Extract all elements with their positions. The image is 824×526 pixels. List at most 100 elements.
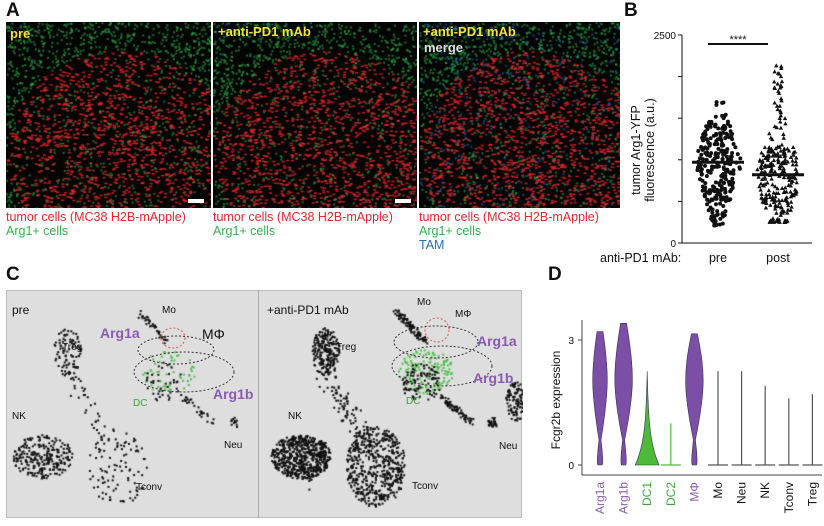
x-tick-label-DC1: DC1 <box>640 482 654 506</box>
data-point-post <box>765 155 771 160</box>
data-point-post <box>770 216 776 221</box>
caption-tumor-cells: tumor cells (MC38 H2B-mApple) <box>6 210 186 224</box>
arg1a-outline <box>137 335 215 365</box>
cluster-outlines <box>133 317 493 393</box>
scale-bar <box>188 199 204 203</box>
caption-arg1-cells: Arg1+ cells <box>419 224 482 238</box>
violin-DC1 <box>634 371 660 466</box>
data-point-post <box>777 144 782 149</box>
data-point-post <box>793 189 799 194</box>
data-point-post <box>774 210 779 215</box>
x-tick-label-Neu: Neu <box>735 482 749 504</box>
data-point-pre <box>712 216 717 221</box>
y-tick-label: 0 <box>568 461 574 472</box>
data-point-post <box>759 191 764 196</box>
cluster-label-neu: Neu <box>499 441 518 452</box>
arg1b-outline <box>133 351 235 393</box>
data-point-pre <box>721 130 726 135</box>
data-point-post <box>793 191 799 196</box>
data-point-pre <box>709 216 714 221</box>
data-point-pre <box>705 197 710 202</box>
data-point-post <box>774 103 780 108</box>
data-point-post <box>769 176 774 181</box>
tsne-panel <box>6 290 523 519</box>
data-point-post <box>775 153 781 158</box>
data-point-post <box>778 110 784 115</box>
data-point-post <box>757 184 762 189</box>
data-point-post <box>776 88 781 93</box>
cluster-label-mo: Mo <box>417 297 431 308</box>
data-point-pre <box>718 201 723 206</box>
data-point-pre <box>702 185 707 190</box>
data-point-post <box>762 174 767 179</box>
cluster-label-tconv: Tconv <box>412 481 439 492</box>
data-point-pre <box>726 119 731 124</box>
panel-label-a: A <box>6 0 20 21</box>
y-axis-label: Fcgr2b expression <box>549 351 563 450</box>
data-point-pre <box>720 211 725 216</box>
data-point-post <box>778 212 783 217</box>
data-point-post <box>789 204 794 209</box>
data-point-post <box>781 175 787 180</box>
data-point-pre <box>710 197 715 202</box>
caption-arg1-cells: Arg1+ cells <box>6 224 69 238</box>
scale-bar <box>395 199 411 203</box>
data-point-pre <box>714 132 719 137</box>
data-point-pre <box>708 136 713 141</box>
x-tick-label-Treg: Treg <box>805 482 819 506</box>
data-point-pre <box>701 138 706 143</box>
data-point-post <box>790 158 795 163</box>
data-point-pre <box>737 165 742 170</box>
data-point-post <box>762 169 767 174</box>
data-point-pre <box>698 165 703 170</box>
data-point-post <box>766 149 771 154</box>
data-point-post <box>778 148 783 153</box>
data-point-post <box>780 160 785 165</box>
data-point-post <box>769 168 774 173</box>
data-point-post <box>773 194 778 199</box>
violin-MΦ <box>685 333 704 466</box>
data-point-pre <box>729 154 734 159</box>
data-point-pre <box>716 126 721 131</box>
data-point-post <box>780 210 785 215</box>
data-point-pre <box>707 188 712 193</box>
data-point-pre <box>709 164 714 169</box>
data-point-pre <box>703 194 708 199</box>
data-point-post <box>759 177 765 182</box>
data-point-pre <box>713 123 718 128</box>
data-point-post <box>762 181 768 186</box>
data-point-post <box>791 150 796 155</box>
cluster-label-tconv: Tconv <box>136 482 163 493</box>
data-point-post <box>778 74 784 79</box>
data-point-pre <box>724 131 729 136</box>
data-point-post <box>783 121 788 126</box>
x-tick-label-pre: pre <box>709 251 727 265</box>
data-point-post <box>778 85 783 90</box>
data-point-pre <box>731 168 736 173</box>
data-point-pre <box>720 157 725 162</box>
data-point-post <box>758 187 763 192</box>
data-point-pre <box>716 146 721 151</box>
x-axis-prefix-label: anti-PD1 mAb: <box>600 251 681 265</box>
data-point-post <box>783 185 788 190</box>
data-point-pre <box>704 157 709 162</box>
data-point-pre <box>733 145 738 150</box>
data-point-post <box>771 157 777 162</box>
data-point-pre <box>707 143 712 148</box>
data-point-post <box>790 162 796 167</box>
data-point-post <box>764 195 769 200</box>
data-point-post <box>779 142 785 147</box>
data-point-post <box>761 153 766 158</box>
cluster-label-arg1a: Arg1a <box>477 333 517 349</box>
data-point-post <box>771 162 776 167</box>
data-point-post <box>765 180 770 185</box>
data-point-post <box>762 145 768 150</box>
data-point-pre <box>723 209 728 214</box>
data-point-post <box>785 199 790 204</box>
data-point-pre <box>704 174 709 179</box>
data-point-pre <box>709 151 714 156</box>
data-point-pre <box>717 222 722 227</box>
cluster-label-treg: Treg <box>336 342 357 353</box>
data-point-post <box>786 203 791 208</box>
data-point-post <box>763 205 769 210</box>
